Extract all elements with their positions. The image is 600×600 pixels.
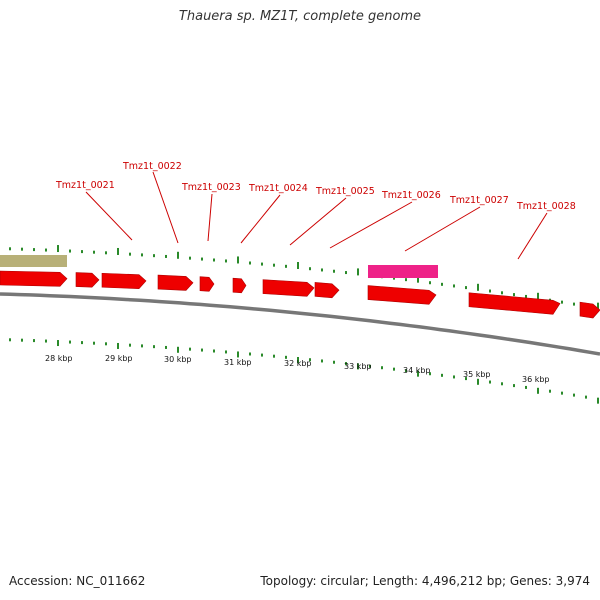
gene-label: Tmz1t_0023 [181,182,241,193]
gene-arrow [157,274,194,291]
bottom-tick-track [9,338,599,404]
accession-text: Accession: NC_011662 [9,574,146,588]
leader-line [240,194,281,244]
kbp-labels: 28 kbp 29 kbp 30 kbp 31 kbp 32 kbp 33 kbp 34 k… [45,354,550,384]
kbp-label: 32 kbp [284,359,312,368]
gene-arrow [367,285,437,305]
gene-arrow [75,272,100,288]
kbp-label: 31 kbp [224,358,252,367]
gene-label: Tmz1t_0021 [55,180,115,191]
gene-arrow [468,292,561,315]
label-leaders [85,171,548,260]
leader-line [85,191,133,241]
highlight-feature [368,265,438,278]
gene-arrow [101,272,147,289]
genome-title: Thauera sp. MZ1T, complete genome [178,9,422,24]
gene-labels: Tmz1t_0021 Tmz1t_0022 Tmz1t_0023 Tmz1t_0024… [55,161,576,212]
gene-arrow [579,301,600,319]
kbp-label: 30 kbp [164,355,192,364]
kbp-label: 36 kbp [522,375,550,384]
leader-line [329,201,413,249]
gene-label: Tmz1t_0024 [248,183,308,194]
gene-label: Tmz1t_0022 [122,161,182,172]
leader-line [404,206,481,252]
feature-bar [0,255,67,267]
kbp-label: 34 kbp [403,366,431,375]
kbp-label: 28 kbp [45,354,73,363]
leader-line [289,197,347,246]
feature-track [0,255,438,278]
gene-label: Tmz1t_0025 [315,186,375,197]
kbp-label: 35 kbp [463,370,491,379]
gene-track [0,270,600,319]
genome-summary-text: Topology: circular; Length: 4,496,212 bp… [260,574,590,588]
backbone-line [0,292,600,356]
kbp-label: 29 kbp [105,354,133,363]
gene-label: Tmz1t_0026 [381,190,441,201]
gene-arrow [314,282,340,299]
gene-arrow [232,277,247,294]
top-tick-track [9,245,599,310]
gene-label: Tmz1t_0027 [449,195,509,206]
leader-line [517,212,548,260]
gene-arrow [199,276,215,292]
leader-line [152,171,179,244]
leader-line [207,193,213,242]
gene-arrow [0,270,68,287]
genome-backbone [0,292,600,356]
kbp-label: 33 kbp [344,362,372,371]
gene-label: Tmz1t_0028 [516,201,576,212]
gene-arrow [262,279,315,297]
